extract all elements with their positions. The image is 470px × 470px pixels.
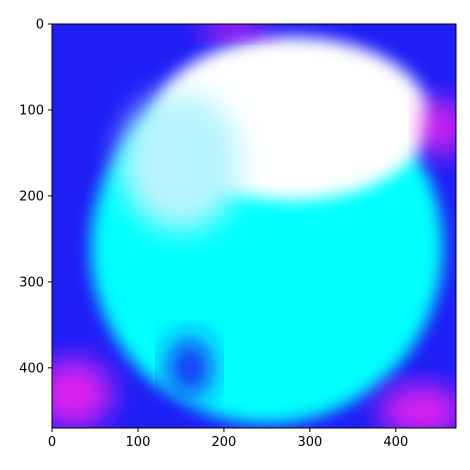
x-tick-label: 0 bbox=[48, 435, 56, 450]
plot-frame bbox=[51, 23, 457, 429]
x-tick-label: 400 bbox=[383, 435, 408, 450]
image-region-magenta-corner-top bbox=[198, 24, 267, 39]
x-tick-label: 300 bbox=[297, 435, 322, 450]
image-region-magenta-corner-bottom-left bbox=[52, 359, 113, 428]
image-region-magenta-corner-top-right bbox=[421, 97, 456, 158]
image-regions bbox=[52, 24, 456, 428]
y-axis: 0 100 200 300 400 bbox=[19, 18, 52, 376]
y-tick-label: 0 bbox=[36, 18, 44, 33]
image-region-light-halo-left bbox=[120, 92, 242, 231]
image-region-blue-lobe-bottom-left bbox=[168, 337, 212, 398]
x-tick-label: 200 bbox=[212, 435, 237, 450]
y-tick-label: 200 bbox=[19, 189, 44, 204]
x-tick-label: 100 bbox=[126, 435, 151, 450]
y-tick-label: 400 bbox=[19, 361, 44, 376]
x-axis: 0 100 200 300 400 bbox=[48, 428, 408, 450]
image-region-magenta-corner-bottom-right bbox=[378, 385, 456, 428]
plot-area bbox=[52, 24, 456, 428]
y-tick-label: 100 bbox=[19, 103, 44, 118]
y-tick-label: 300 bbox=[19, 275, 44, 290]
